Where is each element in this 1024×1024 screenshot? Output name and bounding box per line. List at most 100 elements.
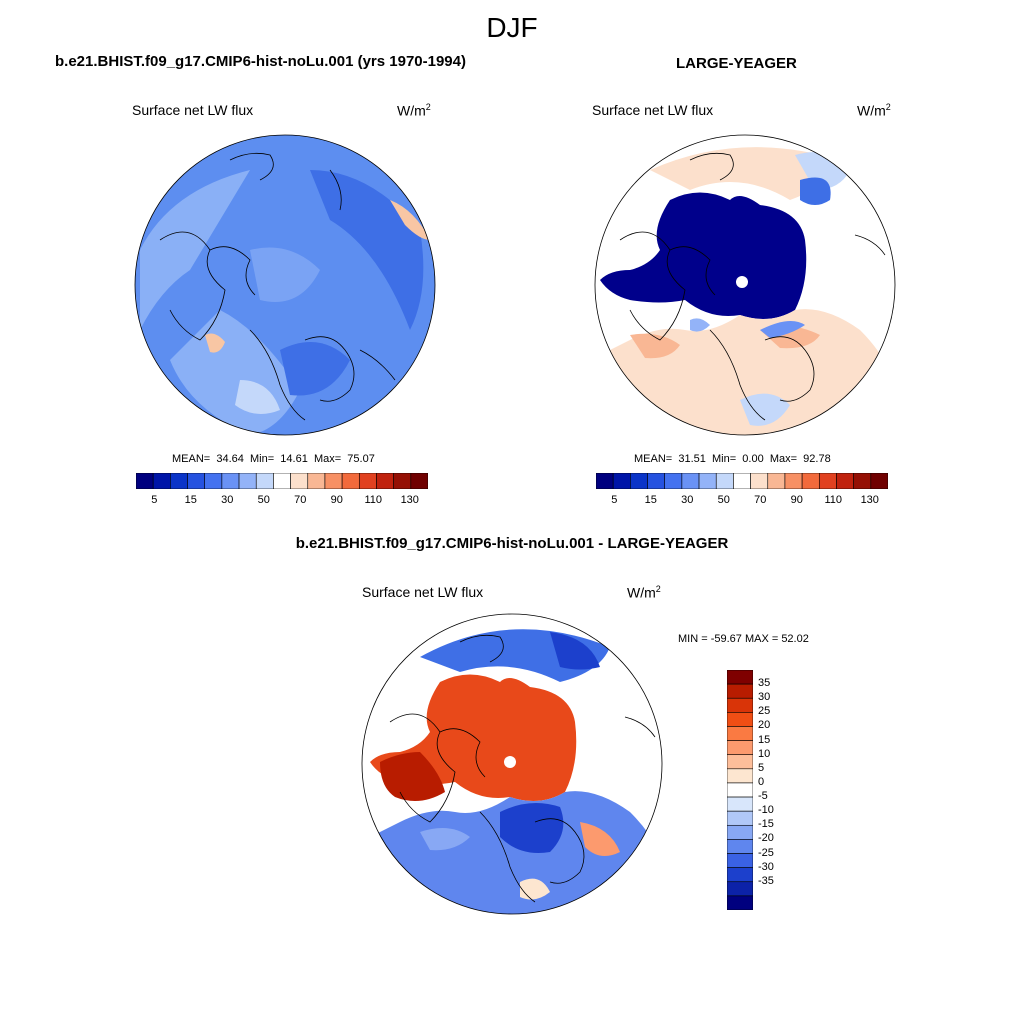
colorbar-tick-label: 50: [257, 494, 270, 506]
diff-colorbar: [727, 670, 753, 910]
colorbar-swatch: [750, 473, 769, 489]
colorbar-swatch: [221, 473, 240, 489]
colorbar-tick-label: 15: [758, 733, 771, 746]
panel2-colorbar-labels: 5 15 30 50 70 90 110 130: [596, 494, 888, 508]
colorbar-tick-label: -30: [758, 860, 774, 873]
panel1-title: b.e21.BHIST.f09_g17.CMIP6-hist-noLu.001 …: [55, 53, 466, 70]
colorbar-swatch: [170, 473, 188, 489]
colorbar-swatch: [727, 796, 753, 812]
colorbar-swatch: [376, 473, 394, 489]
colorbar-swatch: [596, 473, 614, 489]
colorbar-swatch: [727, 683, 753, 699]
colorbar-tick-label: 10: [758, 747, 771, 760]
colorbar-tick-label: -25: [758, 846, 774, 859]
colorbar-tick-label: 30: [681, 494, 694, 506]
colorbar-tick-label: -10: [758, 804, 774, 817]
colorbar-tick-label: 110: [364, 494, 383, 506]
panel1-variable: Surface net LW flux: [132, 102, 254, 118]
colorbar-tick-label: -35: [758, 874, 774, 887]
panel2-stats: MEAN= 31.51 Min= 0.00 Max= 92.78: [634, 453, 831, 465]
colorbar-swatch: [393, 473, 412, 489]
colorbar-swatch: [358, 473, 377, 489]
panel1-units: W/m2: [397, 102, 431, 119]
colorbar-swatch: [681, 473, 700, 489]
colorbar-swatch: [410, 473, 428, 489]
colorbar-swatch: [818, 473, 837, 489]
diff-variable: Surface net LW flux: [362, 584, 484, 600]
panel2-units: W/m2: [857, 102, 891, 119]
diff-map: [361, 613, 663, 915]
colorbar-tick-label: 20: [758, 719, 771, 732]
colorbar-swatch: [307, 473, 326, 489]
colorbar-swatch: [612, 473, 631, 489]
panel1-map: [134, 134, 436, 436]
colorbar-swatch: [727, 810, 753, 826]
colorbar-swatch: [727, 824, 753, 840]
colorbar-swatch: [727, 670, 753, 685]
colorbar-tick-label: 15: [644, 494, 657, 506]
colorbar-tick-label: 5: [151, 494, 158, 506]
colorbar-tick-label: 25: [758, 705, 771, 718]
colorbar-tick-label: 30: [221, 494, 234, 506]
panel2-colorbar: [596, 473, 888, 489]
colorbar-swatch: [238, 473, 257, 489]
colorbar-swatch: [727, 853, 753, 868]
colorbar-tick-label: 50: [717, 494, 730, 506]
colorbar-swatch: [204, 473, 223, 489]
colorbar-tick-label: 130: [400, 494, 419, 506]
diff-units: W/m2: [627, 584, 661, 601]
panel1-stats: MEAN= 34.64 Min= 14.61 Max= 75.07: [172, 453, 375, 465]
colorbar-swatch: [273, 473, 291, 489]
colorbar-tick-label: 5: [611, 494, 618, 506]
colorbar-tick-label: -5: [758, 790, 768, 803]
colorbar-swatch: [870, 473, 888, 489]
panel1-colorbar-labels: 5 15 30 50 70 90 110 130: [136, 494, 428, 508]
panel2-variable: Surface net LW flux: [592, 102, 714, 118]
colorbar-swatch: [784, 473, 803, 489]
colorbar-tick-label: 15: [184, 494, 197, 506]
panel1-colorbar: [136, 473, 428, 489]
colorbar-swatch: [715, 473, 734, 489]
colorbar-swatch: [664, 473, 683, 489]
colorbar-swatch: [727, 754, 753, 770]
diff-title: b.e21.BHIST.f09_g17.CMIP6-hist-noLu.001 …: [295, 535, 729, 552]
panel2-map: [594, 134, 896, 436]
colorbar-tick-label: 0: [758, 775, 765, 788]
colorbar-swatch: [152, 473, 171, 489]
colorbar-swatch: [324, 473, 343, 489]
colorbar-swatch: [727, 768, 753, 784]
colorbar-tick-label: 5: [758, 761, 765, 774]
colorbar-swatch: [727, 712, 753, 727]
colorbar-swatch: [727, 881, 753, 897]
colorbar-swatch: [836, 473, 854, 489]
diff-stats: MIN = -59.67 MAX = 52.02: [678, 633, 809, 645]
diff-colorbar-labels: 35 30 25 20 15 10 5 0 -5 -10 -15 -20 -25 -30 -35: [758, 670, 798, 910]
colorbar-swatch: [698, 473, 717, 489]
panel2-title: LARGE-YEAGER: [676, 55, 797, 72]
colorbar-swatch: [767, 473, 786, 489]
colorbar-swatch: [853, 473, 872, 489]
figure-title: DJF: [486, 12, 538, 43]
colorbar-tick-label: 30: [758, 691, 771, 704]
colorbar-swatch: [727, 726, 753, 741]
colorbar-swatch: [290, 473, 309, 489]
colorbar-tick-label: 70: [294, 494, 307, 506]
colorbar-swatch: [630, 473, 648, 489]
colorbar-swatch: [341, 473, 360, 489]
colorbar-tick-label: 90: [330, 494, 343, 506]
colorbar-tick-label: 130: [860, 494, 879, 506]
colorbar-tick-label: -20: [758, 832, 774, 845]
colorbar-tick-label: 70: [754, 494, 767, 506]
colorbar-swatch: [727, 697, 753, 713]
colorbar-swatch: [727, 782, 753, 798]
colorbar-swatch: [727, 740, 753, 756]
colorbar-tick-label: -15: [758, 818, 774, 831]
colorbar-swatch: [136, 473, 154, 489]
colorbar-swatch: [727, 867, 753, 883]
colorbar-swatch: [801, 473, 820, 489]
colorbar-tick-label: 110: [824, 494, 843, 506]
colorbar-swatch: [187, 473, 206, 489]
colorbar-swatch: [733, 473, 751, 489]
colorbar-swatch: [727, 839, 753, 854]
colorbar-swatch: [255, 473, 274, 489]
